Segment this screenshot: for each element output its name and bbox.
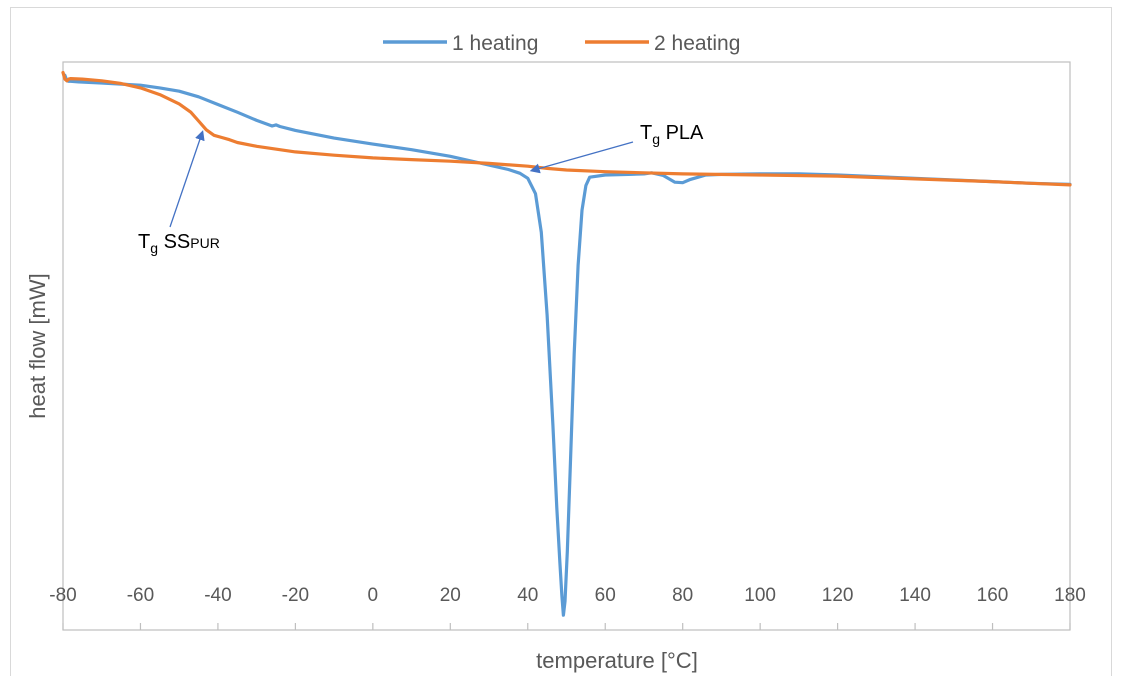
series-line-1 <box>63 73 1072 617</box>
x-ticks: -80 -60 -40 -20 0 20 40 60 80 100 120 140 160 180 <box>49 585 1086 630</box>
x-tick-label: 180 <box>1054 585 1086 606</box>
x-tick-label: 160 <box>977 585 1009 606</box>
x-tick-label: 40 <box>517 585 538 606</box>
plot-border <box>62 61 1071 631</box>
y-axis-title: heat flow [mW] <box>25 273 50 418</box>
x-tick-label: -40 <box>204 585 231 606</box>
chart-frame <box>10 7 1112 676</box>
annotation-arrow-1 <box>169 130 205 228</box>
plot-area <box>62 61 1071 631</box>
x-tick-label: -60 <box>127 585 154 606</box>
legend-label-2: 2 heating <box>654 32 740 55</box>
x-tick-label: -80 <box>49 585 76 606</box>
x-tick-label: 60 <box>595 585 616 606</box>
x-tick-label: 120 <box>822 585 854 606</box>
series-group <box>61 70 1072 617</box>
x-tick-label: 100 <box>744 585 776 606</box>
x-tick-label: 0 <box>368 585 379 606</box>
x-tick-label: -20 <box>282 585 309 606</box>
annotation-arrow-2 <box>529 141 634 174</box>
annotations: Tg SSPUR Tg PLA <box>138 122 704 256</box>
annotation-label-1: Tg SSPUR <box>138 231 220 256</box>
x-tick-label: 20 <box>440 585 461 606</box>
x-tick-label: 140 <box>899 585 931 606</box>
series-line-2 <box>61 70 1072 187</box>
legend: 1 heating 2 heating <box>383 32 740 55</box>
annotation-label-2: Tg PLA <box>640 122 704 147</box>
legend-label-1: 1 heating <box>452 32 538 55</box>
x-tick-label: 80 <box>672 585 693 606</box>
x-axis-title: temperature [°C] <box>536 648 698 673</box>
